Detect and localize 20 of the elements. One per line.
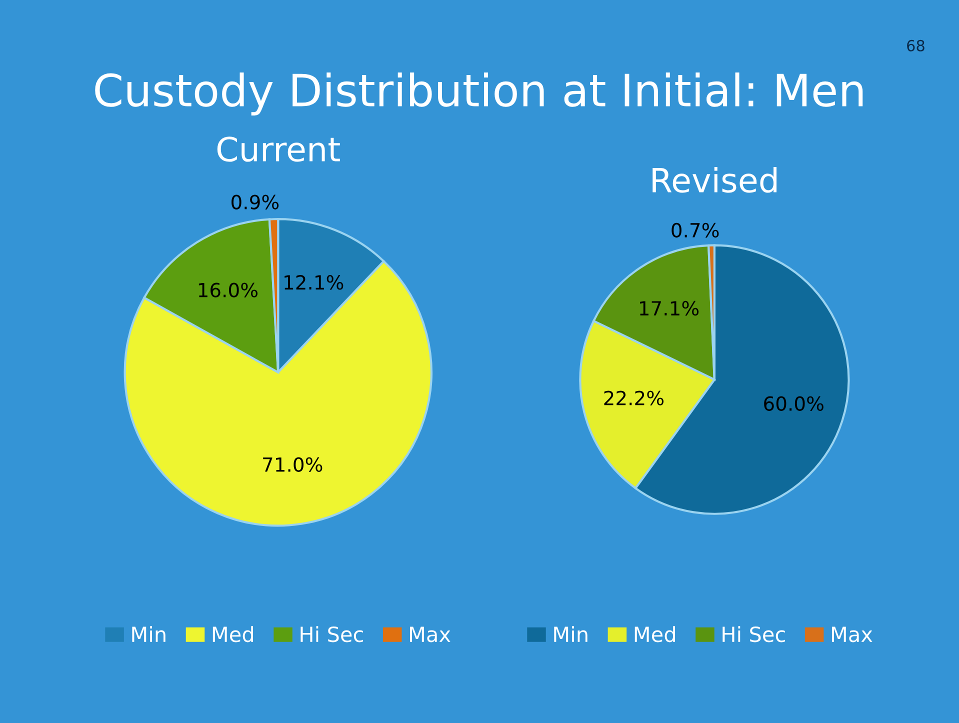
data-label: 12.1% xyxy=(284,275,344,290)
data-label: 0.7% xyxy=(672,222,719,238)
legend-label: Max xyxy=(832,626,872,642)
data-label: 22.2% xyxy=(604,390,664,406)
legend-label: Med xyxy=(212,626,254,642)
data-label: 71.0% xyxy=(263,457,322,472)
legend-label: Min xyxy=(132,626,166,642)
data-label: 17.1% xyxy=(640,300,699,316)
legend-label: Hi Sec xyxy=(722,626,785,642)
legend-label: Med xyxy=(634,626,675,642)
chart-subtitle: Current xyxy=(217,136,340,162)
legend-label: Min xyxy=(554,626,588,642)
data-label: 0.9% xyxy=(232,194,279,210)
data-label: 60.0% xyxy=(764,396,824,411)
chart-title: Custody Distribution at Initial: Men xyxy=(95,72,863,116)
legend-label: Hi Sec xyxy=(300,626,363,642)
legend-label: Max xyxy=(410,626,450,642)
chart-title: Revised xyxy=(652,166,777,193)
text: 68 xyxy=(907,40,924,52)
data-label: 16.0% xyxy=(198,282,258,298)
